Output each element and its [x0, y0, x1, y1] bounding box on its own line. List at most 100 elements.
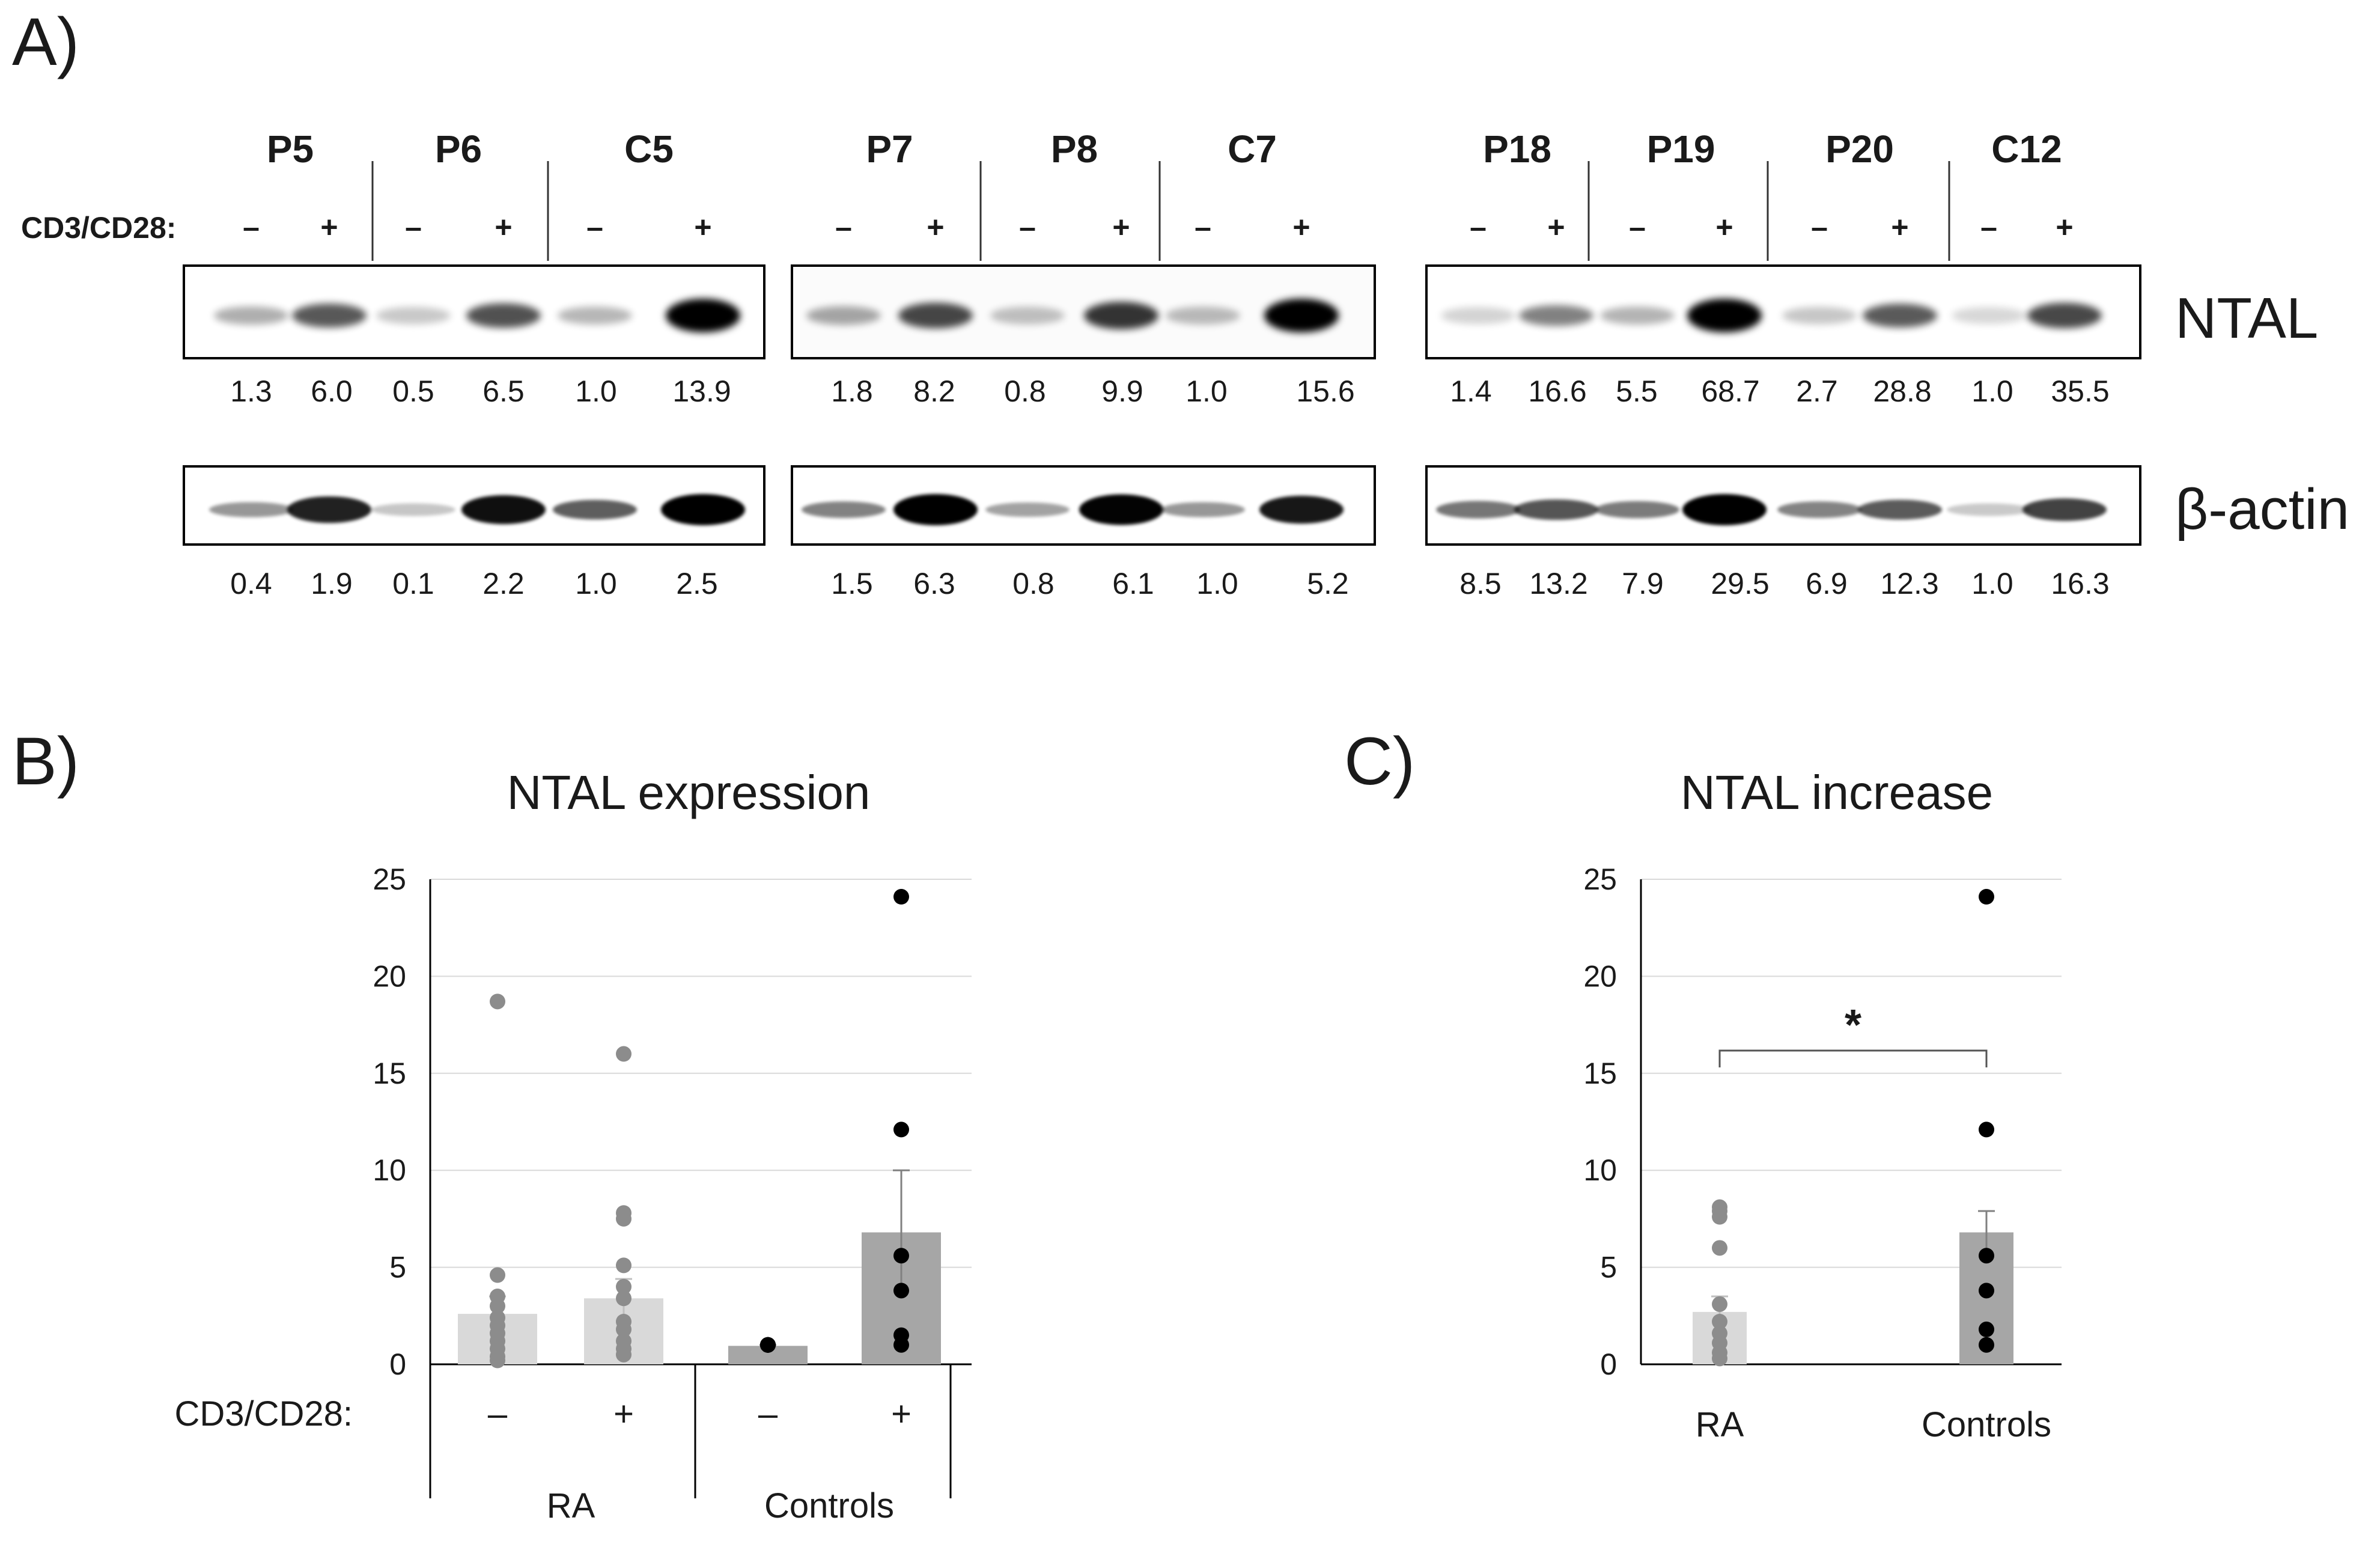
actin-band [287, 496, 371, 523]
ntal-band [466, 303, 541, 328]
ntal-band [1084, 302, 1158, 329]
data-point [1712, 1296, 1727, 1312]
ntal-quant-value: 5.5 [1616, 374, 1658, 408]
ntal-band [214, 306, 288, 325]
x-group-label: Controls [764, 1486, 894, 1525]
actin-band [1079, 494, 1163, 525]
actin-quant-value: 8.5 [1459, 567, 1502, 600]
actin-band [1514, 499, 1598, 520]
significance-marker: * [1845, 1001, 1861, 1049]
actin-quant-value: 1.0 [575, 567, 617, 600]
x-tick-label: RA [1696, 1405, 1744, 1444]
y-tick-label: 25 [373, 862, 406, 896]
significance-bracket [1718, 1049, 1988, 1067]
chart-b-title: NTAL expression [507, 766, 871, 819]
data-point [1712, 1209, 1727, 1225]
actin-band [985, 502, 1070, 517]
data-point [616, 1346, 632, 1362]
data-point [616, 1290, 632, 1307]
data-point [1712, 1313, 1727, 1329]
ntal-band [1687, 299, 1762, 332]
ntal-band [292, 303, 367, 328]
x-tick-label: + [891, 1394, 912, 1433]
ntal-quant-value: 13.9 [672, 374, 731, 408]
actin-band [209, 502, 293, 517]
blot-minus-sign: – [405, 210, 422, 244]
blot-minus-sign: – [1980, 210, 1997, 244]
ntal-quant-value: 1.0 [1185, 374, 1228, 408]
data-point [616, 1210, 632, 1227]
y-tick-label: 20 [373, 959, 406, 993]
data-point [1712, 1350, 1727, 1367]
data-point [893, 1248, 909, 1264]
blot-sample-name: P18 [1483, 127, 1551, 171]
ntal-band [1782, 307, 1857, 325]
ntal-band [558, 306, 632, 325]
x-group-label: RA [547, 1486, 595, 1525]
actin-quant-value: 2.5 [676, 567, 718, 600]
actin-band [893, 494, 978, 525]
data-point [893, 889, 909, 905]
data-point [616, 1046, 632, 1062]
ntal-quant-value: 9.9 [1101, 374, 1143, 408]
actin-band [1259, 495, 1344, 524]
ntal-quant-value: 1.4 [1450, 374, 1492, 408]
panel-c-label: C) [1344, 724, 1415, 799]
data-point [1979, 1337, 1994, 1353]
ntal-quant-value: 6.0 [311, 374, 353, 408]
ntal-quant-value: 16.6 [1528, 374, 1586, 408]
blot-sample-name: P20 [1825, 127, 1894, 171]
blot-minus-sign: – [835, 210, 852, 244]
ntal-band [2027, 302, 2102, 329]
actin-quant-value: 2.2 [482, 567, 525, 600]
data-point [760, 1337, 776, 1353]
actin-quant-value: 7.9 [1622, 567, 1664, 600]
ntal-band [1952, 307, 2026, 325]
ntal-quant-value: 6.5 [482, 374, 525, 408]
x-tick-label: Controls [1922, 1405, 2051, 1444]
blot-bands [209, 299, 2107, 525]
data-point [893, 1283, 909, 1299]
blot-minus-sign: – [1019, 210, 1036, 244]
data-point [1979, 1321, 1994, 1337]
ntal-band [666, 299, 740, 332]
ntal-quant-value: 1.0 [1971, 374, 2013, 408]
ntal-band [1264, 299, 1339, 332]
blot-minus-sign: – [1629, 210, 1646, 244]
ntal-band [806, 306, 881, 325]
ntal-blot-label: NTAL [2175, 286, 2318, 350]
data-point [490, 1352, 505, 1369]
actin-band [661, 494, 745, 525]
actin-band [1595, 501, 1679, 519]
chart-c-title: NTAL increase [1681, 766, 1993, 819]
chart-b: 0 5 10 15 20 25 – + – + RA Controls [373, 862, 972, 1525]
y-tick-label: 5 [1600, 1251, 1617, 1284]
blot-plus-sign: + [495, 210, 512, 244]
data-point [893, 1337, 909, 1353]
actin-band [371, 503, 455, 516]
data-point [893, 1121, 909, 1138]
blot-dividers [371, 161, 1950, 261]
actin-quant-value: 29.5 [1711, 567, 1769, 600]
blot-treatment-signs: – + – + – + – + – + – + – + – + – + – + [243, 210, 2074, 244]
x-tick-label: + [613, 1394, 634, 1433]
actin-quant-value: 6.9 [1806, 567, 1848, 600]
actin-band [553, 499, 637, 520]
ntal-band [1863, 304, 1937, 328]
blot-plus-sign: + [1891, 210, 1908, 244]
actin-band [1436, 501, 1520, 519]
x-tick-label: – [488, 1394, 508, 1433]
blot-sample-headers: P5 P6 C5 P7 P8 C7 P18 P19 P20 C12 [267, 127, 2062, 171]
ntal-quant-value: 28.8 [1873, 374, 1931, 408]
actin-band [802, 501, 886, 518]
ntal-band [1166, 307, 1240, 325]
actin-quant-value: 1.0 [1196, 567, 1238, 600]
actin-quant-value: 0.1 [392, 567, 434, 600]
ntal-quant-value: 15.6 [1296, 374, 1354, 408]
ntal-quant-value: 68.7 [1701, 374, 1759, 408]
actin-band [1777, 501, 1861, 518]
blot-sample-name: P19 [1647, 127, 1715, 171]
data-point [616, 1278, 632, 1295]
actin-quant-value: 0.8 [1012, 567, 1055, 600]
ntal-band [1600, 306, 1675, 325]
